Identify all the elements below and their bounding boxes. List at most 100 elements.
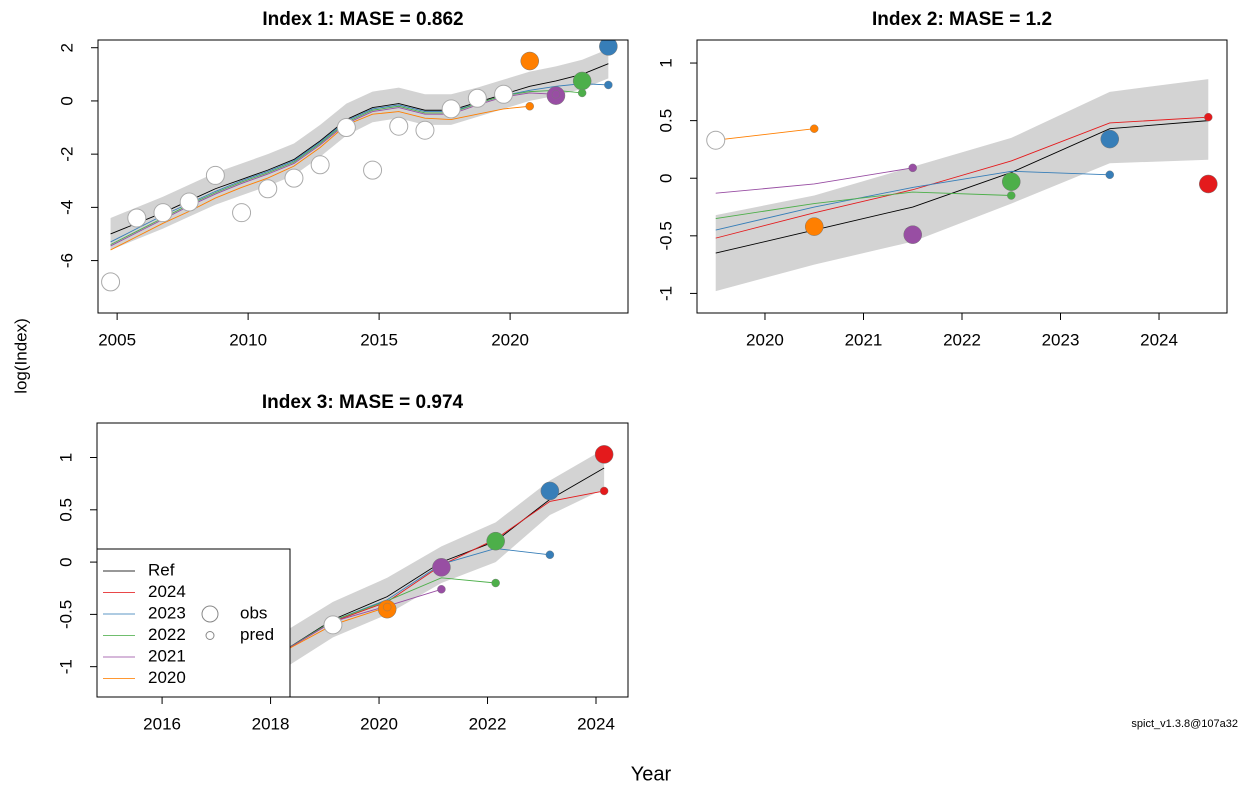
chart-title: Index 2: MASE = 1.2 [872,9,1052,30]
observation [336,118,356,138]
x-tick-label: 2023 [1042,330,1080,349]
left-out-observation [594,445,614,464]
left-out-observation [572,71,592,91]
x-tick-label: 2020 [746,330,784,349]
chart-title: Index 3: MASE = 0.974 [262,392,464,413]
x-tick-label: 2022 [469,714,507,733]
left-out-observation [804,217,824,236]
series-line [278,588,442,655]
prediction [491,578,500,588]
confidence-band [715,79,1209,292]
observation [127,208,147,228]
y-tick-label: -6 [57,253,76,268]
prediction [437,585,446,594]
legend-label: pred [240,625,274,644]
y-tick-label: -4 [57,200,76,215]
y-tick-label: -0.5 [56,600,75,629]
plot-area [101,40,618,292]
observation [101,272,121,292]
prediction [604,80,613,90]
plot-area [278,445,614,672]
observation [232,203,252,223]
series-line [715,116,1209,239]
legend-box [96,548,291,698]
observation [258,179,278,199]
legend-label: 2020 [148,668,186,687]
y-axis-label: log(Index) [11,318,30,394]
footer: spict_v1.3.8@107a32 [1131,718,1238,730]
left-out-observation [599,40,618,56]
y-tick-label: 0 [57,96,76,105]
prediction [577,88,587,98]
prediction [545,550,555,559]
legend-label: 2021 [148,646,186,665]
x-tick-label: 2022 [943,330,981,349]
left-out-observation [486,531,505,551]
prediction [382,602,392,612]
observation [363,160,383,180]
series-line [715,167,913,194]
observation [415,120,435,140]
left-out-observation [1100,129,1120,149]
confidence-band [110,49,609,250]
left-out-observation [1199,174,1218,194]
observation [441,99,461,119]
series-line [715,170,1110,231]
y-tick-label: 0.5 [656,109,675,133]
left-out-observation [432,558,451,577]
prediction [908,163,917,173]
observation [706,130,726,150]
prediction [1105,170,1114,179]
prediction [1204,112,1213,122]
prediction [525,102,534,111]
y-tick-label: 1 [656,58,675,67]
x-tick-label: 2021 [845,330,883,349]
series-line [715,120,1209,254]
series-line [715,128,815,141]
left-out-observation [520,51,540,71]
y-tick-label: 0 [56,557,75,566]
series-line [715,191,1012,219]
observation [284,168,304,188]
observation [310,155,330,175]
legend-label: 2024 [148,582,186,601]
legend-label: 2023 [148,603,186,622]
legend-marker [205,631,215,640]
x-tick-label: 2024 [577,714,615,733]
y-tick-label: -1 [656,286,675,301]
x-tick-label: 2010 [229,330,267,349]
y-tick-label: 0.5 [56,498,75,522]
observation [179,192,199,212]
x-tick-label: 2020 [491,330,529,349]
x-tick-label: 2016 [143,714,181,733]
legend-label: obs [240,603,267,622]
observation [467,88,487,108]
legend-label: 2022 [148,625,186,644]
y-tick-label: -0.5 [656,221,675,250]
series-line [110,105,530,251]
prediction [1007,191,1016,200]
y-tick-label: -1 [56,659,75,674]
plot-area [706,79,1218,292]
legend-label: Ref [148,560,175,579]
left-out-observation [903,225,922,244]
left-out-observation [540,481,560,501]
x-axis-label: Year [631,763,672,785]
prediction [599,486,609,496]
x-tick-label: 2015 [360,330,398,349]
observation [389,116,409,136]
observation [205,165,225,185]
observation [494,84,514,104]
prediction [810,124,819,133]
plot-frame [97,39,629,314]
prediction [551,90,561,99]
x-tick-label: 2005 [98,330,136,349]
y-tick-label: -2 [57,147,76,162]
y-tick-label: 2 [57,43,76,52]
y-tick-label: 0 [656,173,675,182]
left-out-observation [1002,172,1021,191]
x-tick-label: 2018 [252,714,290,733]
observation [323,615,343,635]
x-tick-label: 2024 [1140,330,1178,349]
